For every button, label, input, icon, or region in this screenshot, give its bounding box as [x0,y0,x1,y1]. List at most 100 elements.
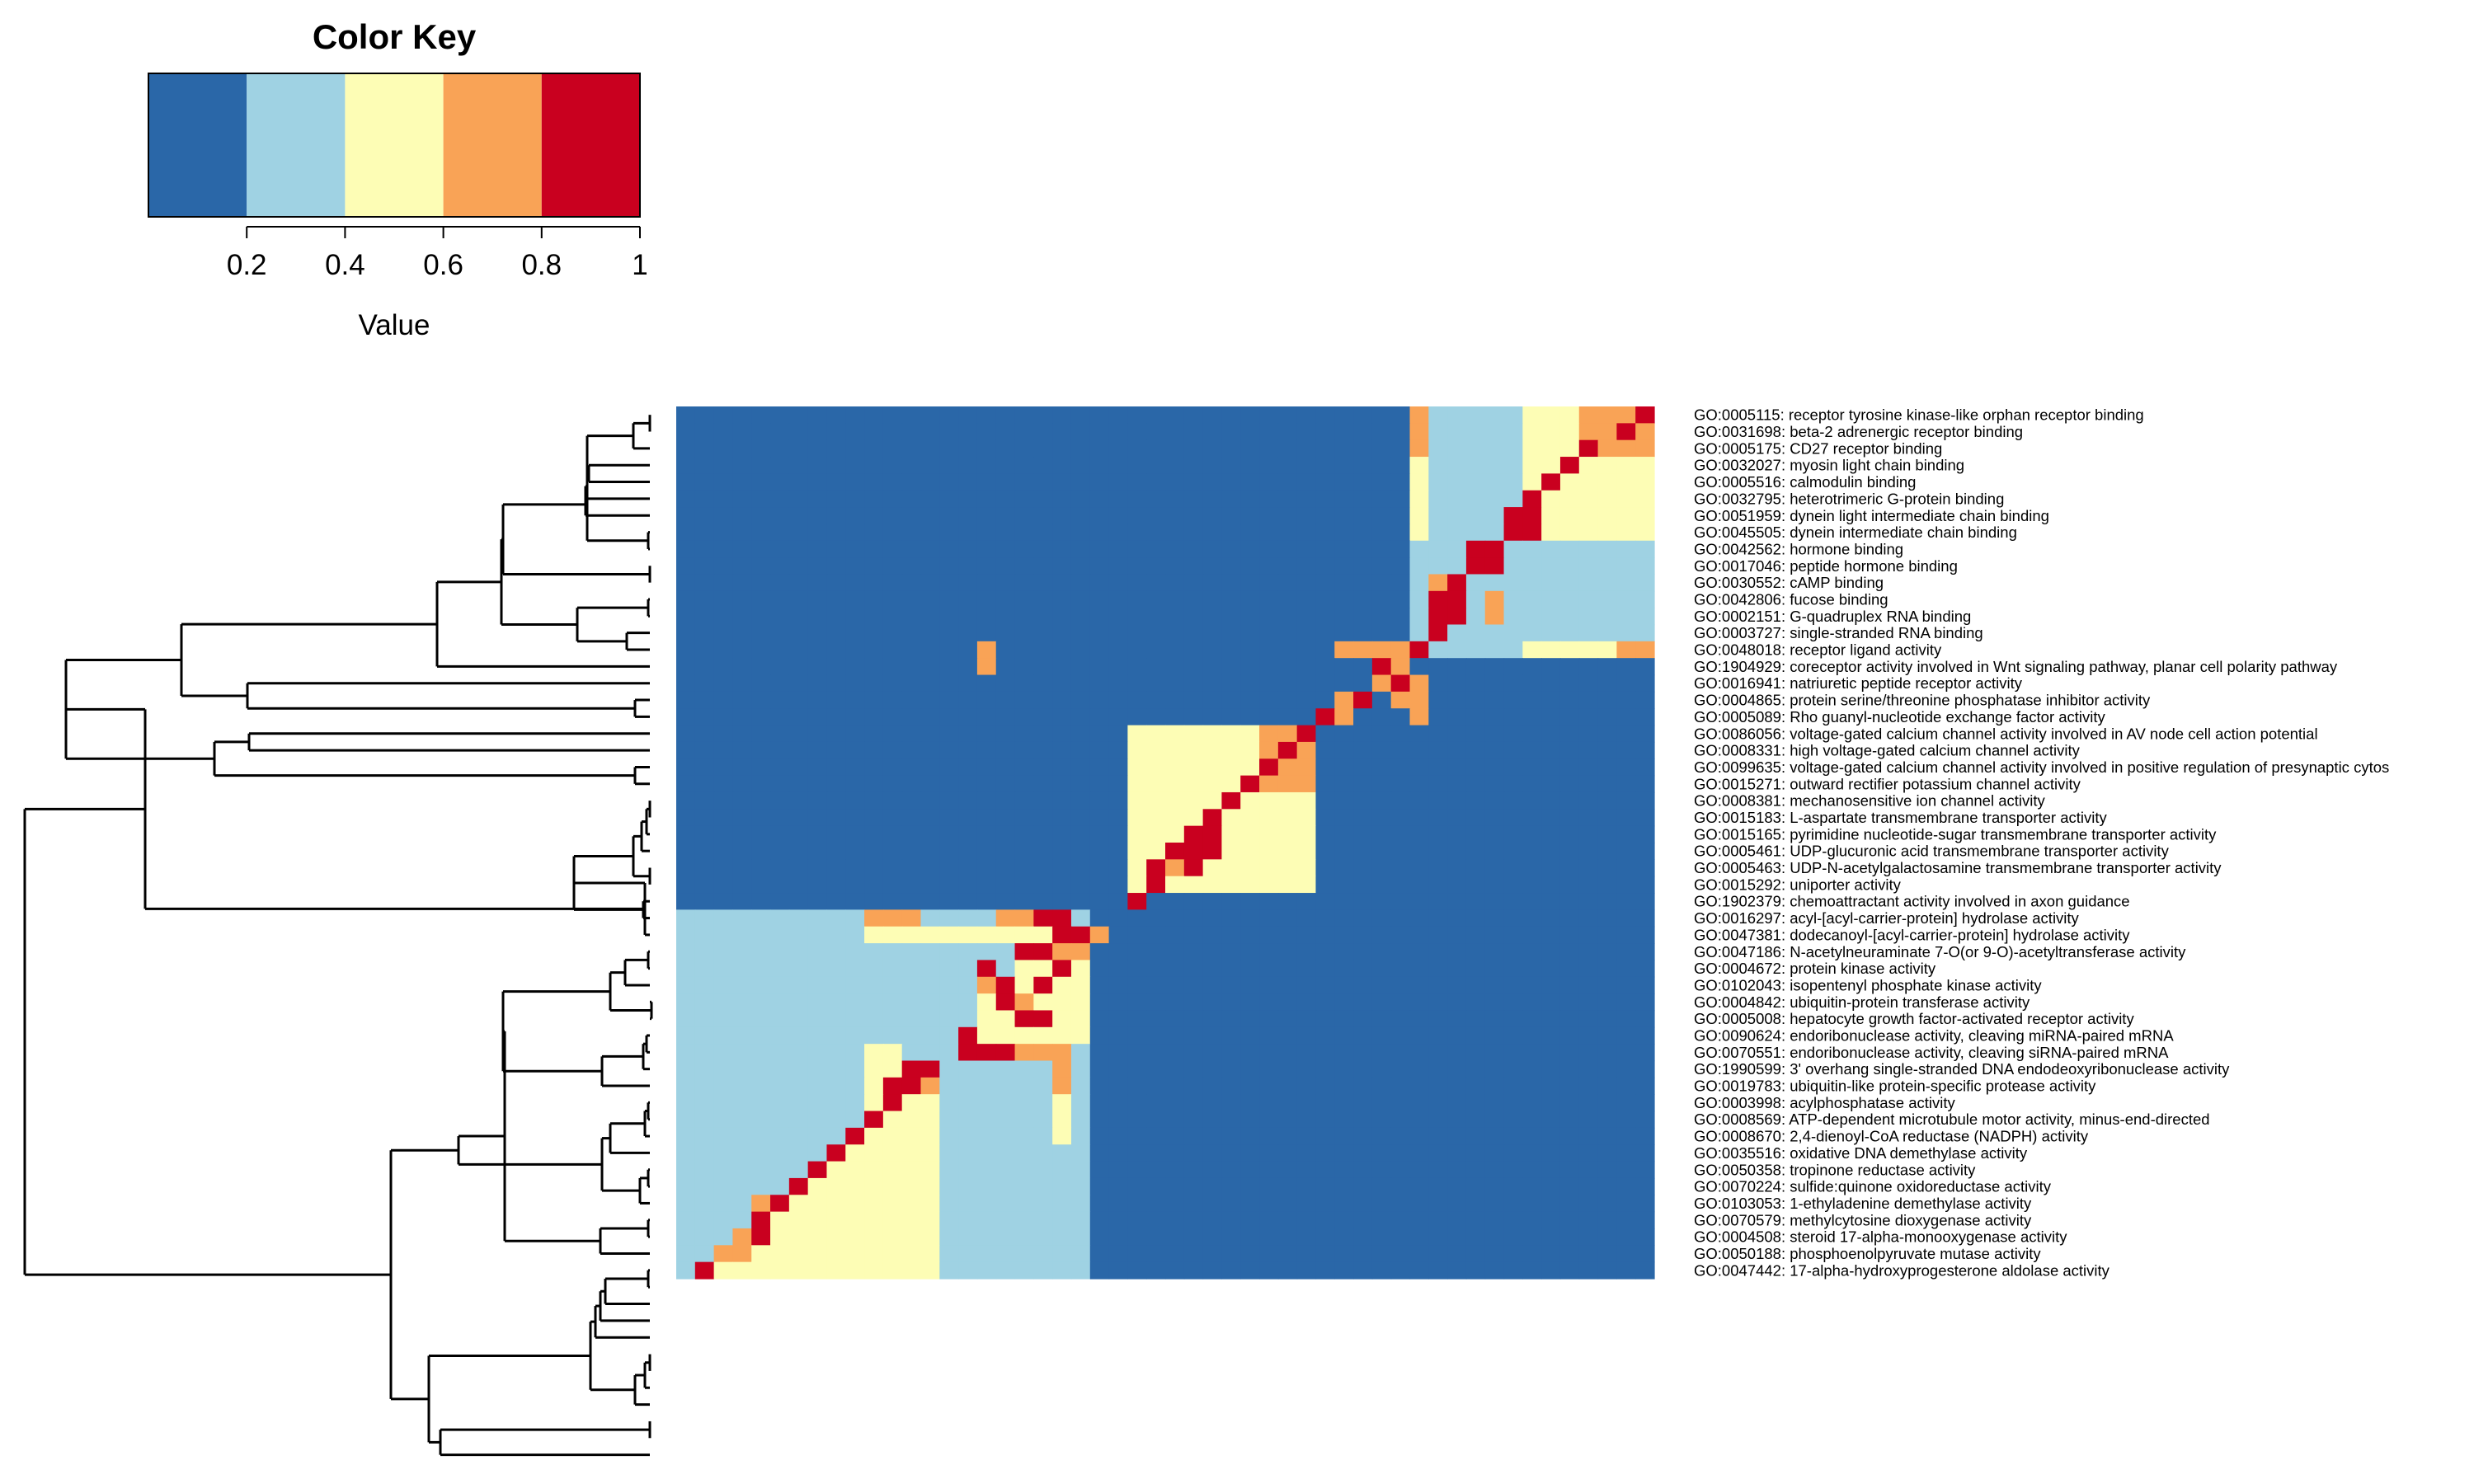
heatmap-cell [1165,439,1185,458]
heatmap-cell [1503,825,1523,843]
heatmap-cell [1315,641,1335,659]
heatmap-cell [788,1044,809,1062]
heatmap-cell [1635,524,1655,542]
heatmap-cell [788,473,809,491]
heatmap-cell [1052,590,1072,608]
heatmap-cell [920,641,940,659]
heatmap-cell [845,1010,865,1028]
heatmap-cell [1259,708,1279,726]
heatmap-cell [995,809,1016,827]
heatmap-cell [1127,926,1147,944]
heatmap-cell [1334,1094,1354,1112]
heatmap-cell [958,608,978,626]
heatmap-cell [864,507,884,525]
heatmap-cell [864,674,884,693]
heatmap-cell [826,439,846,458]
heatmap-cell [1089,557,1110,575]
heatmap-cell [713,540,734,558]
heatmap-cell [1541,641,1561,659]
heatmap-cell [1259,909,1279,928]
heatmap-cell [995,1144,1016,1162]
heatmap-cell [1597,439,1617,458]
heatmap-cell [1108,1077,1128,1095]
heatmap-cell [1315,691,1335,709]
heatmap-cell [826,590,846,608]
heatmap-cell [864,725,884,743]
heatmap-cell [694,943,715,961]
heatmap-cell [1089,1077,1110,1095]
row-label: GO:1902379: chemoattractant activity inv… [1694,893,2130,910]
heatmap-cell [1541,473,1561,491]
heatmap-cell [1616,658,1636,676]
heatmap-cell [1070,1026,1091,1045]
heatmap-cell [920,1177,940,1195]
heatmap-cell [788,1228,809,1246]
heatmap-cell [751,976,771,994]
heatmap-cell [1165,960,1185,978]
heatmap-cell [1616,1245,1636,1263]
heatmap-cell [1447,993,1467,1012]
heatmap-cell [1165,809,1185,827]
heatmap-cell [1597,791,1617,810]
heatmap-cell [1578,641,1599,659]
heatmap-cell [939,473,959,491]
heatmap-cell [1390,775,1411,793]
heatmap-cell [1259,423,1279,441]
heatmap-cell [1146,590,1166,608]
heatmap-cell [1108,708,1128,726]
heatmap-cell [1559,960,1580,978]
heatmap-cell [1559,524,1580,542]
heatmap-cell [826,540,846,558]
heatmap-cell [1635,943,1655,961]
heatmap-cell [1202,741,1223,759]
heatmap-cell [1277,658,1298,676]
heatmap-cell [1371,1044,1392,1062]
heatmap-cell [1183,1161,1204,1179]
heatmap-cell [1353,960,1373,978]
heatmap-cell [1353,859,1373,877]
heatmap-cell [807,1026,828,1045]
heatmap-cell [732,439,752,458]
heatmap-cell [845,608,865,626]
heatmap-cell [694,825,715,843]
heatmap-cell [1014,658,1034,676]
heatmap-cell [807,825,828,843]
heatmap-cell [1484,1111,1505,1129]
heatmap-cell [1259,1044,1279,1062]
heatmap-cell [1409,976,1429,994]
heatmap-cell [1277,1010,1298,1028]
heatmap-cell [713,457,734,474]
row-label: GO:0015165: pyrimidine nucleotide-sugar … [1694,825,2217,843]
heatmap-cell [1165,993,1185,1012]
heatmap-cell [1221,926,1241,944]
heatmap-cell [1240,1026,1260,1045]
heatmap-cell [1559,406,1580,424]
heatmap-cell [1165,1161,1185,1179]
heatmap-cell [1465,590,1486,608]
heatmap-cell [1447,439,1467,458]
heatmap-cell [713,960,734,978]
heatmap-cell [1635,423,1655,441]
heatmap-cell [882,490,903,508]
heatmap-cell [1089,1211,1110,1229]
heatmap-cell [1277,859,1298,877]
heatmap-cell [1353,943,1373,961]
heatmap-cell [1259,1195,1279,1213]
heatmap-cell [1616,457,1636,474]
heatmap-cell [1202,1094,1223,1112]
row-label: GO:0004842: ubiquitin-protein transferas… [1694,993,2030,1011]
heatmap-cell [1089,943,1110,961]
heatmap-cell [788,976,809,994]
heatmap-cell [694,725,715,743]
heatmap-cell [1353,775,1373,793]
heatmap-cell [1597,1245,1617,1263]
heatmap-cell [1353,473,1373,491]
heatmap-cell [807,658,828,676]
heatmap-cell [807,909,828,928]
heatmap-cell [1183,490,1204,508]
heatmap-cell [1541,825,1561,843]
heatmap-cell [1503,1177,1523,1195]
heatmap-cell [1165,876,1185,894]
heatmap-cell [713,943,734,961]
heatmap-cell [1541,1161,1561,1179]
